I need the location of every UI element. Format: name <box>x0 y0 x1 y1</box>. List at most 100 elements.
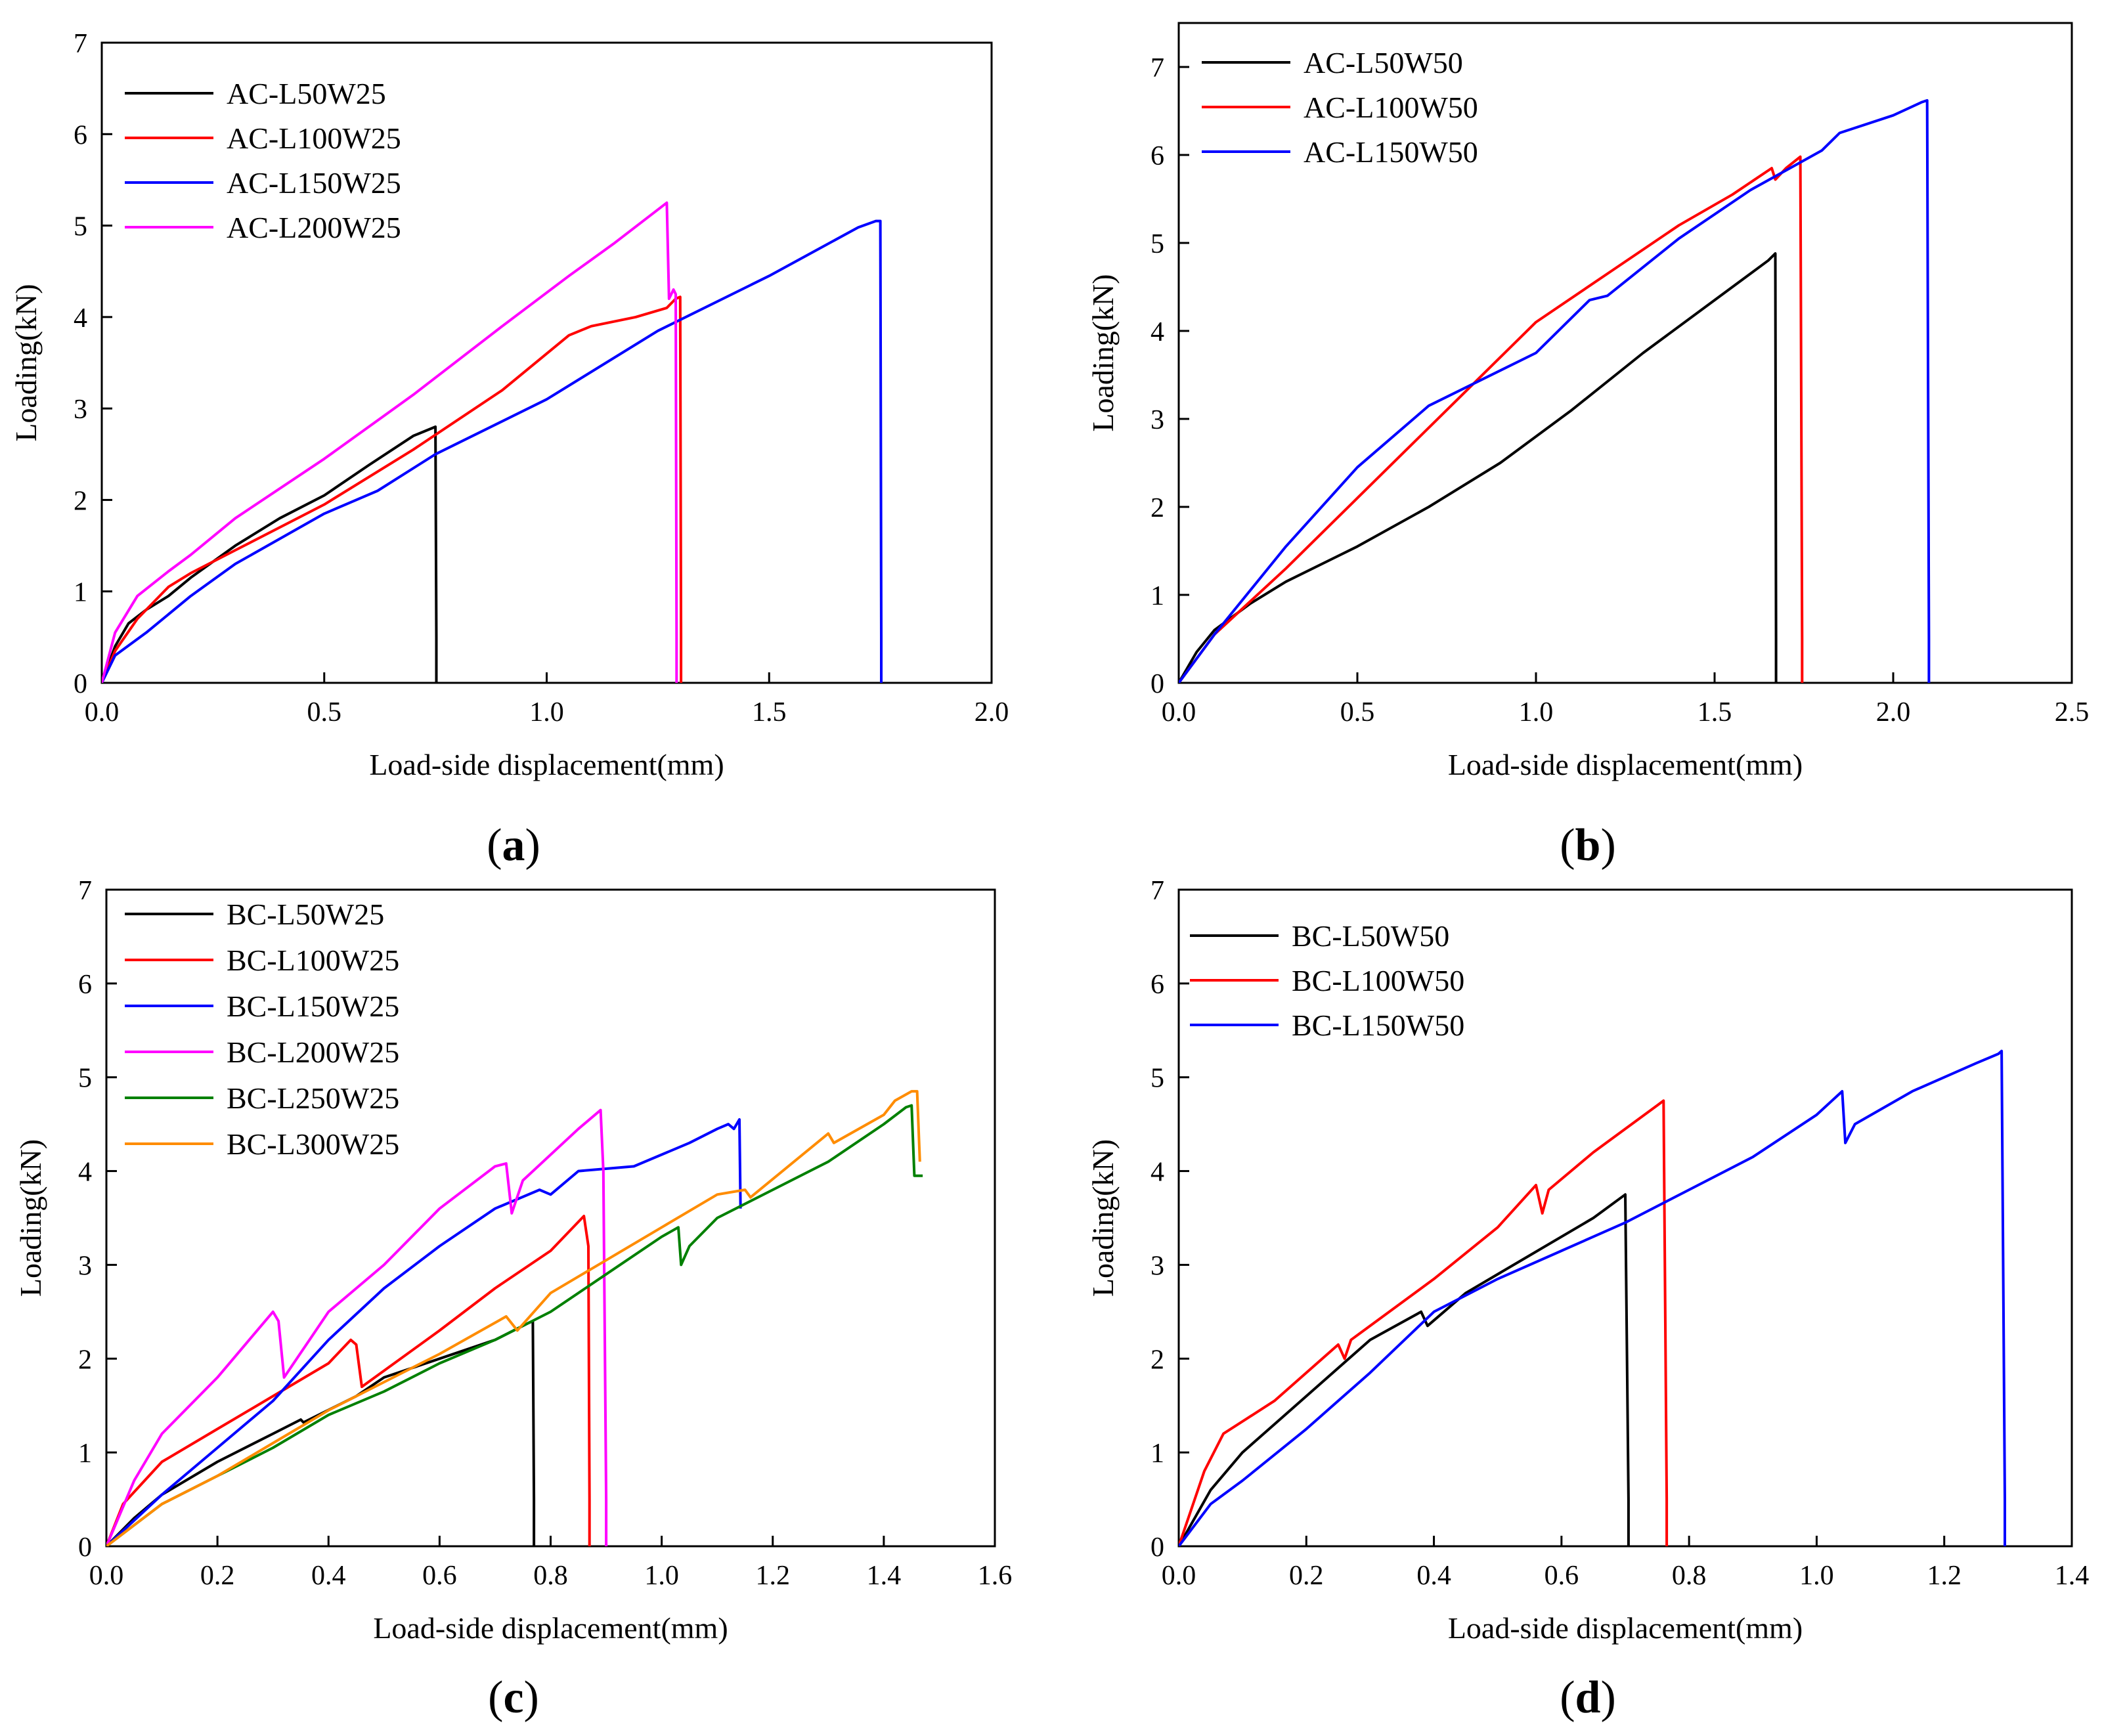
series-line-BC-L200W25 <box>106 1108 608 1546</box>
legend-label: AC-L100W50 <box>1304 91 1478 124</box>
x-tick-label: 1.0 <box>644 1561 679 1591</box>
x-tick-label: 2.0 <box>975 697 1009 727</box>
y-tick-label: 5 <box>1151 229 1164 259</box>
y-tick-label: 2 <box>78 1345 92 1375</box>
y-tick-label: 2 <box>74 486 87 516</box>
y-axis-title: Loading(kN) <box>9 284 43 441</box>
x-tick-label: 2.5 <box>2055 697 2090 727</box>
legend: AC-L50W50 AC-L100W50 AC-L150W50 <box>1202 46 1478 169</box>
series-group <box>1179 1049 2006 1546</box>
series-line-BC-L250W25 <box>106 1104 923 1546</box>
legend-label: BC-L100W50 <box>1292 964 1464 997</box>
y-tick-label: 4 <box>74 303 87 334</box>
y-tick-label: 1 <box>1151 581 1164 611</box>
x-axis-title: Load-side displacement(mm) <box>1448 748 1803 781</box>
x-tick-label: 1.4 <box>867 1561 902 1591</box>
panel-label: (c) <box>488 1672 539 1723</box>
legend-label: BC-L50W50 <box>1292 919 1449 953</box>
series-line-AC-L100W25 <box>102 295 683 683</box>
y-axis-title: Loading(kN) <box>1086 274 1120 431</box>
y-tick-label: 7 <box>78 876 92 906</box>
legend-label: BC-L200W25 <box>227 1035 399 1069</box>
legend: BC-L50W50 BC-L100W50 BC-L150W50 <box>1190 919 1464 1042</box>
y-tick-label: 5 <box>78 1064 92 1094</box>
x-tick-label: 1.0 <box>529 697 564 727</box>
y-tick-label: 7 <box>1151 876 1164 906</box>
legend-label: BC-L100W25 <box>227 944 399 977</box>
x-tick-label: 1.0 <box>1519 697 1554 727</box>
x-tick-label: 0.5 <box>307 697 342 727</box>
series-group <box>102 201 883 683</box>
panel-label: (d) <box>1560 1672 1616 1723</box>
y-tick-label: 3 <box>1151 405 1164 435</box>
legend-label: BC-L150W25 <box>227 989 399 1023</box>
y-tick-label: 2 <box>1151 1345 1164 1375</box>
y-tick-label: 0 <box>1151 669 1164 699</box>
panel-label: (b) <box>1560 820 1616 871</box>
y-tick-label: 3 <box>1151 1251 1164 1281</box>
y-tick-label: 5 <box>1151 1064 1164 1094</box>
legend-label: BC-L150W50 <box>1292 1009 1464 1042</box>
series-line-BC-L300W25 <box>106 1090 921 1546</box>
legend-label: AC-L150W50 <box>1304 135 1478 169</box>
y-tick-label: 1 <box>1151 1439 1164 1469</box>
x-tick-label: 0.2 <box>1289 1561 1324 1591</box>
x-tick-label: 1.6 <box>978 1561 1013 1591</box>
x-tick-label: 0.2 <box>200 1561 235 1591</box>
chart-panel-b: 0.0 0.5 1.0 1.5 2.0 2.5 0 1 2 3 4 5 6 7 Load-side disp… <box>1086 22 2090 871</box>
x-tick-label: 0.8 <box>533 1561 568 1591</box>
y-tick-label: 0 <box>74 669 87 699</box>
series-line-AC-L150W50 <box>1179 98 1931 683</box>
series-line-AC-L100W50 <box>1179 155 1804 683</box>
y-tick-label: 6 <box>1151 141 1164 171</box>
y-tick-label: 5 <box>74 212 87 242</box>
y-tick-label: 7 <box>1151 53 1164 83</box>
legend: AC-L50W25 AC-L100W25 AC-L150W25 AC-L200W25 <box>125 77 401 244</box>
series-line-BC-L50W25 <box>106 1320 536 1546</box>
x-tick-label: 0.0 <box>1162 697 1196 727</box>
series-line-AC-L50W50 <box>1179 252 1778 683</box>
series-group <box>1179 98 1931 683</box>
x-tick-label: 2.0 <box>1876 697 1911 727</box>
plot-frame <box>105 888 996 1548</box>
series-line-AC-L50W25 <box>102 425 438 683</box>
chart-panel-a: 0.0 0.5 1.0 1.5 2.0 0 1 2 3 4 5 6 7 Load-side displac… <box>9 29 1009 871</box>
legend-label: BC-L250W25 <box>227 1081 399 1115</box>
series-line-AC-L150W25 <box>102 219 883 683</box>
x-tick-label: 0.0 <box>1162 1561 1196 1591</box>
y-tick-label: 7 <box>74 29 87 59</box>
y-axis-title: Loading(kN) <box>1086 1139 1120 1297</box>
legend-label: AC-L100W25 <box>227 121 401 155</box>
x-tick-label: 1.2 <box>1927 1561 1962 1591</box>
x-tick-label: 1.4 <box>2055 1561 2090 1591</box>
x-tick-label: 0.6 <box>1545 1561 1579 1591</box>
x-tick-label: 1.2 <box>756 1561 791 1591</box>
series-line-BC-L150W50 <box>1179 1049 2006 1546</box>
y-tick-label: 1 <box>78 1439 92 1469</box>
series-line-BC-L100W25 <box>106 1215 591 1546</box>
series-group <box>106 1090 923 1546</box>
x-axis-title: Load-side displacement(mm) <box>369 748 724 781</box>
chart-panel-d: 0.0 0.2 0.4 0.6 0.8 1.0 1.2 1.4 0 1 2 3 4 5 6 7 Load-sid… <box>1086 876 2089 1723</box>
x-tick-label: 0.0 <box>85 697 120 727</box>
y-tick-label: 4 <box>1151 317 1164 347</box>
x-tick-label: 1.5 <box>752 697 787 727</box>
y-tick-label: 3 <box>74 395 87 425</box>
y-tick-label: 4 <box>1151 1158 1164 1188</box>
y-tick-label: 0 <box>78 1532 92 1563</box>
x-tick-label: 0.8 <box>1672 1561 1707 1591</box>
plot-frame <box>1177 22 2073 684</box>
legend-label: AC-L50W50 <box>1304 46 1463 79</box>
x-tick-label: 0.0 <box>89 1561 124 1591</box>
plot-frame <box>1177 888 2073 1548</box>
legend-label: BC-L50W25 <box>227 898 384 931</box>
x-axis-title: Load-side displacement(mm) <box>1448 1611 1803 1645</box>
legend-label: BC-L300W25 <box>227 1127 399 1161</box>
y-tick-label: 0 <box>1151 1532 1164 1563</box>
y-tick-label: 6 <box>74 120 87 150</box>
legend-label: AC-L50W25 <box>227 77 386 110</box>
x-tick-label: 0.4 <box>1416 1561 1451 1591</box>
x-tick-label: 1.5 <box>1698 697 1732 727</box>
panel-label: (a) <box>487 820 540 871</box>
